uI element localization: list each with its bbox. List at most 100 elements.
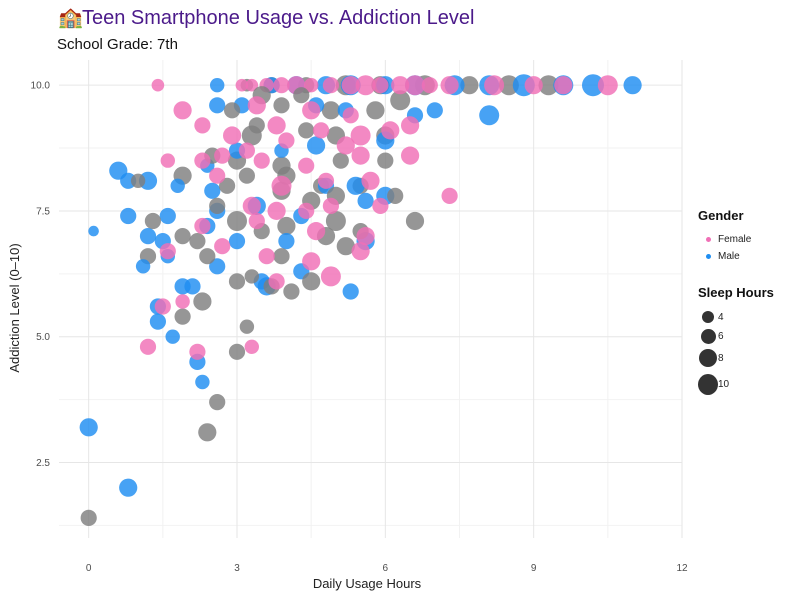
data-point-female xyxy=(194,117,211,134)
data-point-male xyxy=(209,97,226,114)
data-point-unknown xyxy=(293,87,310,104)
data-point-unknown xyxy=(209,197,226,214)
data-point-unknown xyxy=(238,167,255,184)
data-point-female xyxy=(355,75,376,96)
data-point-female xyxy=(245,78,259,92)
data-point-female xyxy=(248,212,265,230)
data-point-female xyxy=(381,121,400,140)
data-point-female xyxy=(278,132,295,149)
data-point-unknown xyxy=(538,75,559,96)
legend-label-female: Female xyxy=(718,234,752,245)
data-point-male xyxy=(149,313,166,330)
data-point-female xyxy=(441,187,458,204)
size-legend: Sleep Hours 4 6 8 10 xyxy=(698,285,798,398)
data-point-female xyxy=(361,171,380,190)
data-point-unknown xyxy=(227,211,247,231)
data-point-male xyxy=(184,278,201,295)
legend: Gender Female Male Sleep Hours 4 6 8 10 xyxy=(698,208,798,398)
data-point-unknown xyxy=(366,101,385,120)
data-point-female xyxy=(223,126,242,145)
data-point-female xyxy=(173,101,192,120)
data-point-female xyxy=(214,238,231,255)
x-tick-label: 12 xyxy=(676,563,688,574)
data-point-female xyxy=(154,298,171,315)
data-point-male xyxy=(120,207,137,225)
size-legend-item-8: 8 xyxy=(698,346,798,370)
data-point-female xyxy=(322,197,339,214)
data-point-female xyxy=(235,78,249,92)
data-point-female xyxy=(440,76,459,95)
data-point-female xyxy=(273,77,290,94)
data-point-unknown xyxy=(377,152,394,169)
data-point-unknown xyxy=(283,283,300,300)
data-point-female xyxy=(524,76,543,95)
x-tick-label: 0 xyxy=(86,563,92,574)
data-point-unknown xyxy=(325,211,346,231)
data-point-female xyxy=(159,243,176,260)
data-point-female xyxy=(267,201,286,220)
data-point-female xyxy=(253,152,270,169)
data-point-female xyxy=(554,76,573,95)
data-points xyxy=(79,74,642,526)
data-point-female xyxy=(247,96,266,115)
x-tick-label: 3 xyxy=(234,563,240,574)
data-point-unknown xyxy=(199,248,216,265)
chart-title: 🏫Teen Smartphone Usage vs. Addiction Lev… xyxy=(58,5,474,30)
size-key-4 xyxy=(702,311,714,323)
data-point-unknown xyxy=(144,212,161,230)
size-legend-item-10: 10 xyxy=(698,370,798,398)
data-point-male xyxy=(278,233,295,250)
data-point-female xyxy=(258,248,275,265)
size-label-6: 6 xyxy=(718,330,724,342)
data-point-unknown xyxy=(193,292,212,311)
data-point-female xyxy=(401,116,420,135)
data-point-unknown xyxy=(273,248,290,265)
data-point-female xyxy=(342,107,359,124)
size-key-10 xyxy=(698,373,718,395)
legend-key-male xyxy=(705,254,711,259)
data-point-unknown xyxy=(405,211,425,231)
y-tick-label: 2.5 xyxy=(36,458,50,469)
data-point-male xyxy=(165,329,180,344)
data-point-unknown xyxy=(198,423,217,442)
data-point-female xyxy=(304,78,319,93)
data-point-male xyxy=(88,225,99,237)
data-point-female xyxy=(160,153,175,168)
data-point-male xyxy=(357,192,374,209)
data-point-female xyxy=(302,252,321,271)
gender-legend-title: Gender xyxy=(698,208,744,223)
data-point-unknown xyxy=(209,394,226,411)
data-point-female xyxy=(298,157,315,174)
data-point-male xyxy=(228,233,246,250)
sleep-legend-title: Sleep Hours xyxy=(698,285,774,300)
data-point-female xyxy=(356,227,375,246)
x-tick-label: 9 xyxy=(531,563,537,574)
data-point-male xyxy=(623,76,642,95)
data-point-female xyxy=(214,147,231,164)
data-point-unknown xyxy=(80,509,97,526)
data-point-female xyxy=(391,76,410,95)
data-point-male xyxy=(119,478,138,497)
data-point-female xyxy=(341,76,360,95)
data-point-female xyxy=(244,339,259,354)
legend-item-male: Male xyxy=(698,248,798,265)
data-point-unknown xyxy=(332,152,349,169)
data-point-unknown xyxy=(228,273,246,290)
x-axis-label: Daily Usage Hours xyxy=(313,576,422,591)
size-label-8: 8 xyxy=(718,352,724,364)
tick-labels: 0 3 6 9 12 2.5 5.0 7.5 10.0 xyxy=(31,81,688,574)
data-point-female xyxy=(372,197,389,214)
data-point-female xyxy=(194,152,211,169)
chart-title-text: Teen Smartphone Usage vs. Addiction Leve… xyxy=(82,7,475,29)
data-point-male xyxy=(159,207,176,225)
data-point-female xyxy=(268,273,285,290)
data-point-female xyxy=(351,242,370,261)
data-point-unknown xyxy=(239,319,255,334)
data-point-female xyxy=(372,77,389,94)
data-point-female xyxy=(302,101,321,120)
data-point-female xyxy=(298,202,315,219)
data-point-unknown xyxy=(219,177,236,194)
data-point-unknown xyxy=(298,122,315,139)
size-legend-item-4: 4 xyxy=(698,308,798,326)
data-point-male xyxy=(170,178,185,193)
